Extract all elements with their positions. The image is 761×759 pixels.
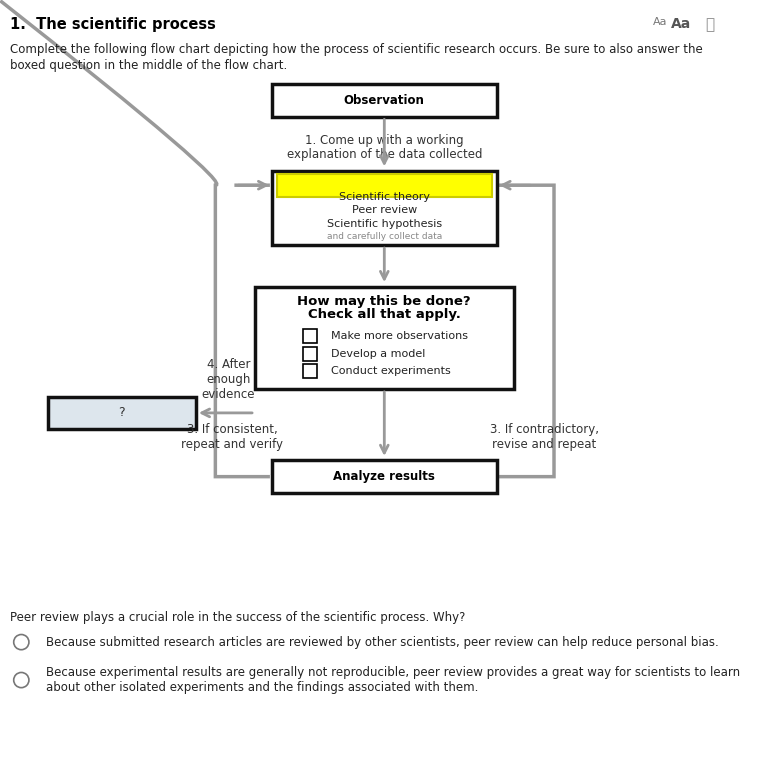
FancyBboxPatch shape — [303, 364, 317, 378]
Text: and carefully collect data: and carefully collect data — [326, 232, 442, 241]
Text: How may this be done?: How may this be done? — [298, 294, 471, 308]
Text: 1.  The scientific process: 1. The scientific process — [10, 17, 216, 32]
Text: Observation: Observation — [344, 93, 425, 107]
Text: 4. After
enough
evidence: 4. After enough evidence — [202, 358, 255, 401]
Text: Check all that apply.: Check all that apply. — [308, 308, 460, 322]
Text: Because submitted research articles are reviewed by other scientists, peer revie: Because submitted research articles are … — [46, 635, 718, 649]
Text: Aa: Aa — [653, 17, 667, 27]
Text: Develop a model: Develop a model — [331, 348, 425, 359]
Text: Peer review plays a crucial role in the success of the scientific process. Why?: Peer review plays a crucial role in the … — [10, 611, 465, 624]
Text: Aa: Aa — [671, 17, 692, 30]
Text: Analyze results: Analyze results — [333, 470, 435, 483]
FancyBboxPatch shape — [255, 286, 514, 389]
FancyBboxPatch shape — [272, 83, 497, 116]
Text: ⎙: ⎙ — [705, 17, 715, 32]
FancyBboxPatch shape — [303, 329, 317, 343]
FancyBboxPatch shape — [277, 174, 492, 197]
Text: Scientific hypothesis: Scientific hypothesis — [326, 219, 442, 229]
Text: Peer review: Peer review — [352, 205, 417, 216]
Text: ?: ? — [119, 406, 125, 420]
FancyBboxPatch shape — [272, 171, 497, 245]
Text: Make more observations: Make more observations — [331, 331, 468, 342]
Text: Because experimental results are generally not reproducible, peer review provide: Because experimental results are general… — [46, 666, 740, 694]
Text: boxed question in the middle of the flow chart.: boxed question in the middle of the flow… — [10, 59, 287, 72]
Text: Conduct experiments: Conduct experiments — [331, 366, 451, 376]
Text: 3. If contradictory,
revise and repeat: 3. If contradictory, revise and repeat — [489, 424, 599, 451]
Text: explanation of the data collected: explanation of the data collected — [287, 147, 482, 161]
Text: 1. Come up with a working: 1. Come up with a working — [305, 134, 463, 147]
FancyBboxPatch shape — [303, 347, 317, 361]
Text: Scientific theory: Scientific theory — [339, 191, 430, 202]
Text: 3. If consistent,
repeat and verify: 3. If consistent, repeat and verify — [181, 424, 283, 451]
FancyBboxPatch shape — [47, 396, 196, 429]
Text: Complete the following flow chart depicting how the process of scientific resear: Complete the following flow chart depict… — [10, 43, 702, 55]
FancyBboxPatch shape — [272, 460, 497, 493]
